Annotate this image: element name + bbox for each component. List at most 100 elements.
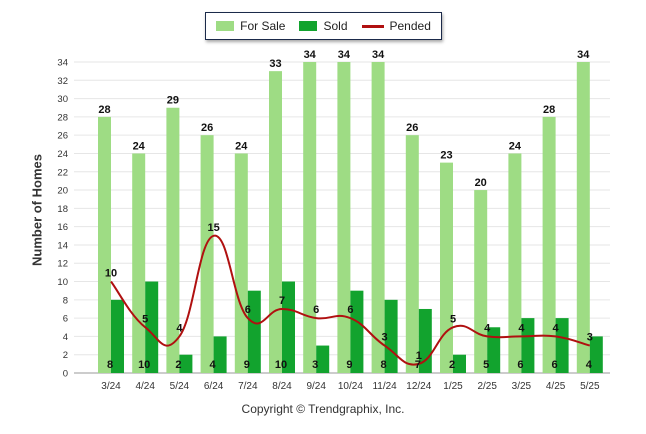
bar-for-sale: [98, 116, 111, 373]
bars: [98, 62, 603, 373]
bar-for-sale: [132, 153, 146, 373]
y-tick-label: 14: [57, 240, 68, 251]
bar-sold: [555, 318, 569, 373]
bar-sold: [282, 281, 295, 373]
x-tick-label: 9/24: [306, 381, 326, 392]
y-tick-label: 12: [57, 259, 68, 270]
y-tick-label: 10: [57, 277, 68, 288]
data-label-pended: 4: [484, 322, 491, 334]
bar-sold: [453, 354, 466, 373]
data-label-for-sale: 28: [98, 104, 110, 116]
bar-for-sale: [303, 62, 317, 373]
bar-for-sale: [576, 62, 590, 373]
y-tick-label: 18: [57, 204, 68, 215]
y-tick-label: 4: [63, 332, 68, 343]
pended-series-line: [110, 234, 591, 366]
data-label-sold: 6: [517, 359, 523, 371]
y-tick-label: 6: [63, 314, 68, 325]
data-label-sold: 4: [210, 359, 217, 371]
x-tick-label: 5/24: [170, 381, 190, 392]
y-tick-label: 8: [63, 295, 68, 306]
bar-for-sale: [542, 116, 556, 373]
data-label-pended: 6: [347, 304, 353, 316]
bar-for-sale: [234, 153, 248, 373]
data-label-sold: 8: [107, 359, 113, 371]
x-tick-label: 10/24: [338, 381, 363, 392]
data-label-for-sale: 24: [235, 140, 248, 152]
x-axis-ticks: 3/24 4/24 5/24 6/24 7/24 8/24 9/24 10/24 11/24 12…: [101, 381, 600, 392]
bar-for-sale: [474, 190, 488, 373]
bar-sold: [179, 354, 193, 373]
legend: For Sale Sold Pended: [205, 12, 442, 40]
y-tick-label: 34: [57, 58, 68, 69]
data-label-sold: 3: [312, 359, 318, 371]
data-label-for-sale: 24: [133, 140, 146, 152]
y-tick-label: 26: [57, 131, 68, 142]
data-label-pended: 7: [279, 295, 285, 307]
legend-item-sold[interactable]: Sold: [299, 19, 348, 33]
bar-sold: [589, 336, 603, 373]
y-tick-label: 16: [57, 222, 68, 233]
data-label-for-sale: 34: [577, 49, 590, 61]
data-label-sold: 6: [552, 359, 558, 371]
y-tick-label: 0: [63, 369, 68, 380]
bar-sold: [350, 290, 364, 373]
bar-for-sale: [440, 162, 453, 373]
bar-sold: [521, 318, 535, 373]
legend-item-pended[interactable]: Pended: [361, 19, 431, 33]
data-label-for-sale: 34: [372, 49, 385, 61]
bar-for-sale: [508, 153, 522, 373]
bar-for-sale: [200, 135, 214, 373]
data-label-for-sale: 28: [543, 104, 555, 116]
data-label-pended: 4: [518, 322, 525, 334]
data-label-sold: 8: [381, 359, 387, 371]
data-label-pended: 6: [313, 304, 319, 316]
data-label-for-sale: 34: [304, 49, 317, 61]
data-label-pended: 6: [245, 304, 251, 316]
data-label-for-sale: 26: [406, 122, 418, 134]
data-label-sold: 2: [449, 359, 455, 371]
data-label-pended: 5: [450, 313, 456, 325]
bar-for-sale: [337, 62, 351, 373]
x-tick-label: 3/24: [101, 381, 121, 392]
y-axis-title: Number of Homes: [29, 154, 45, 266]
x-tick-label: 11/24: [372, 381, 397, 392]
data-label-for-sale: 23: [440, 150, 452, 162]
x-tick-label: 4/25: [546, 381, 566, 392]
data-label-pended: 5: [142, 313, 148, 325]
data-label-sold: 9: [346, 359, 352, 371]
x-tick-label: 2/25: [477, 381, 497, 392]
legend-label-sold: Sold: [323, 19, 348, 33]
legend-item-for-sale[interactable]: For Sale: [216, 19, 285, 33]
data-label-for-sale: 20: [475, 177, 487, 189]
x-tick-label: 7/24: [238, 381, 258, 392]
bar-for-sale: [166, 107, 180, 373]
data-label-for-sale: 34: [338, 49, 351, 61]
x-tick-label: 8/24: [272, 381, 292, 392]
x-tick-label: 6/24: [204, 381, 224, 392]
legend-label-for-sale: For Sale: [240, 19, 286, 33]
y-tick-label: 24: [57, 149, 68, 160]
bar-sold: [316, 345, 330, 373]
data-label-pended: 4: [176, 322, 183, 334]
y-tick-label: 32: [57, 76, 68, 87]
y-tick-label: 22: [57, 167, 68, 178]
data-label-sold: 5: [483, 359, 489, 371]
data-label-pended: 15: [207, 222, 219, 234]
x-tick-label: 1/25: [443, 381, 463, 392]
data-label-for-sale: 24: [509, 140, 522, 152]
data-label-sold: 9: [244, 359, 250, 371]
bar-sold: [145, 281, 159, 373]
data-label-sold: 4: [586, 359, 593, 371]
data-label-pended: 4: [553, 322, 560, 334]
x-tick-label: 3/25: [512, 381, 532, 392]
x-tick-label: 4/24: [135, 381, 155, 392]
bar-for-sale: [405, 135, 419, 373]
y-tick-label: 28: [57, 112, 68, 123]
data-label-sold: 10: [275, 359, 287, 371]
bar-sold: [247, 290, 261, 373]
data-label-pended: 1: [416, 350, 422, 362]
data-label-for-sale: 29: [167, 95, 179, 107]
data-label-pended: 10: [105, 268, 117, 280]
